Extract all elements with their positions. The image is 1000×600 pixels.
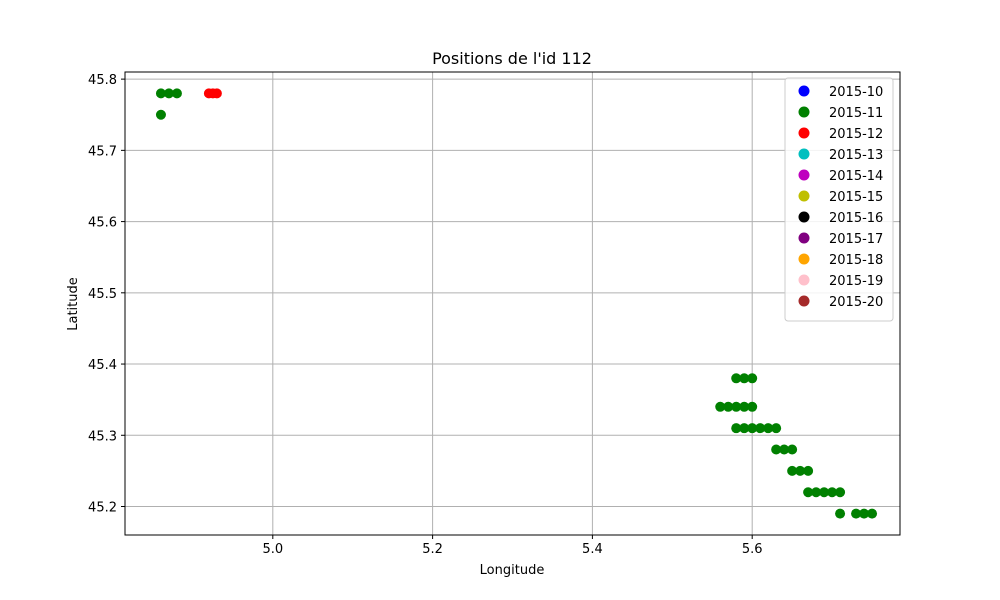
data-point-2015-11 — [731, 423, 742, 434]
data-point-2015-11 — [723, 401, 734, 412]
data-point-2015-11 — [795, 465, 806, 476]
plot-area — [124, 71, 901, 536]
data-point-2015-11 — [155, 109, 166, 120]
data-point-2015-11 — [755, 423, 766, 434]
data-point-2015-11 — [827, 487, 838, 498]
y-tick-label: 45.3 — [88, 429, 117, 444]
y-tick-label: 45.6 — [88, 216, 117, 231]
data-point-2015-11 — [731, 401, 742, 412]
legend: 2015-10 2015-11 2015-12 2015-13 2015-14 2015-… — [784, 77, 894, 322]
y-tick-label: 45.5 — [88, 287, 117, 302]
data-point-2015-11 — [803, 487, 814, 498]
legend-marker — [798, 106, 810, 118]
data-point-2015-11 — [811, 487, 822, 498]
data-point-2015-11 — [787, 465, 798, 476]
data-point-2015-11 — [867, 508, 878, 519]
legend-entry: 2015-16 — [829, 211, 883, 226]
legend-marker — [798, 295, 810, 307]
data-points — [155, 88, 878, 519]
y-axis-label: Latitude — [66, 277, 81, 331]
legend-marker — [798, 169, 810, 181]
legend-marker — [798, 85, 810, 97]
legend-marker — [798, 127, 810, 139]
x-axis-label: Longitude — [480, 563, 545, 578]
legend-marker — [798, 232, 810, 244]
chart-title: Positions de l'id 112 — [432, 49, 592, 68]
data-point-2015-11 — [787, 444, 798, 455]
data-point-2015-11 — [835, 487, 846, 498]
legend-entry: 2015-14 — [829, 169, 883, 184]
y-tick-label: 45.2 — [88, 501, 117, 516]
legend-entry: 2015-13 — [829, 148, 883, 163]
data-point-2015-11 — [747, 401, 758, 412]
legend-entry: 2015-10 — [829, 85, 883, 100]
data-point-2015-11 — [819, 487, 830, 498]
data-point-2015-11 — [851, 508, 862, 519]
data-point-2015-11 — [763, 423, 774, 434]
data-point-2015-11 — [739, 423, 750, 434]
data-point-2015-11 — [747, 423, 758, 434]
data-point-2015-11 — [155, 88, 166, 99]
data-point-2015-11 — [771, 444, 782, 455]
data-point-2015-11 — [731, 373, 742, 384]
legend-marker — [798, 274, 810, 286]
legend-marker — [798, 190, 810, 202]
legend-entry: 2015-17 — [829, 232, 883, 247]
data-point-2015-11 — [163, 88, 174, 99]
legend-box — [784, 77, 894, 322]
legend-marker — [798, 253, 810, 265]
legend-entry: 2015-11 — [829, 106, 883, 121]
legend-marker — [798, 211, 810, 223]
data-point-2015-11 — [739, 373, 750, 384]
legend-entry: 2015-18 — [829, 253, 883, 268]
data-point-2015-11 — [747, 373, 758, 384]
legend-entry: 2015-20 — [829, 295, 883, 310]
y-tick-label: 45.8 — [88, 73, 117, 88]
x-tick-label: 5.6 — [742, 542, 763, 557]
x-tick-label: 5.4 — [582, 542, 603, 557]
grid — [125, 72, 900, 535]
legend-entry: 2015-12 — [829, 127, 883, 142]
axis-ticks: 5.0 5.2 5.4 5.6 45.2 45.3 45.4 45.5 45.6 45.7 45.8 — [88, 73, 762, 557]
data-point-2015-11 — [859, 508, 870, 519]
data-point-2015-11 — [771, 423, 782, 434]
legend-marker — [798, 148, 810, 160]
x-tick-label: 5.0 — [262, 542, 283, 557]
data-point-2015-11 — [779, 444, 790, 455]
y-tick-label: 45.7 — [88, 144, 117, 159]
data-point-2015-12 — [211, 88, 222, 99]
data-point-2015-11 — [803, 465, 814, 476]
y-tick-label: 45.4 — [88, 358, 117, 373]
legend-entry: 2015-15 — [829, 190, 883, 205]
legend-entry: 2015-19 — [829, 274, 883, 289]
data-point-2015-11 — [835, 508, 846, 519]
data-point-2015-11 — [171, 88, 182, 99]
data-point-2015-11 — [739, 401, 750, 412]
x-tick-label: 5.2 — [422, 542, 443, 557]
data-point-2015-11 — [715, 401, 726, 412]
